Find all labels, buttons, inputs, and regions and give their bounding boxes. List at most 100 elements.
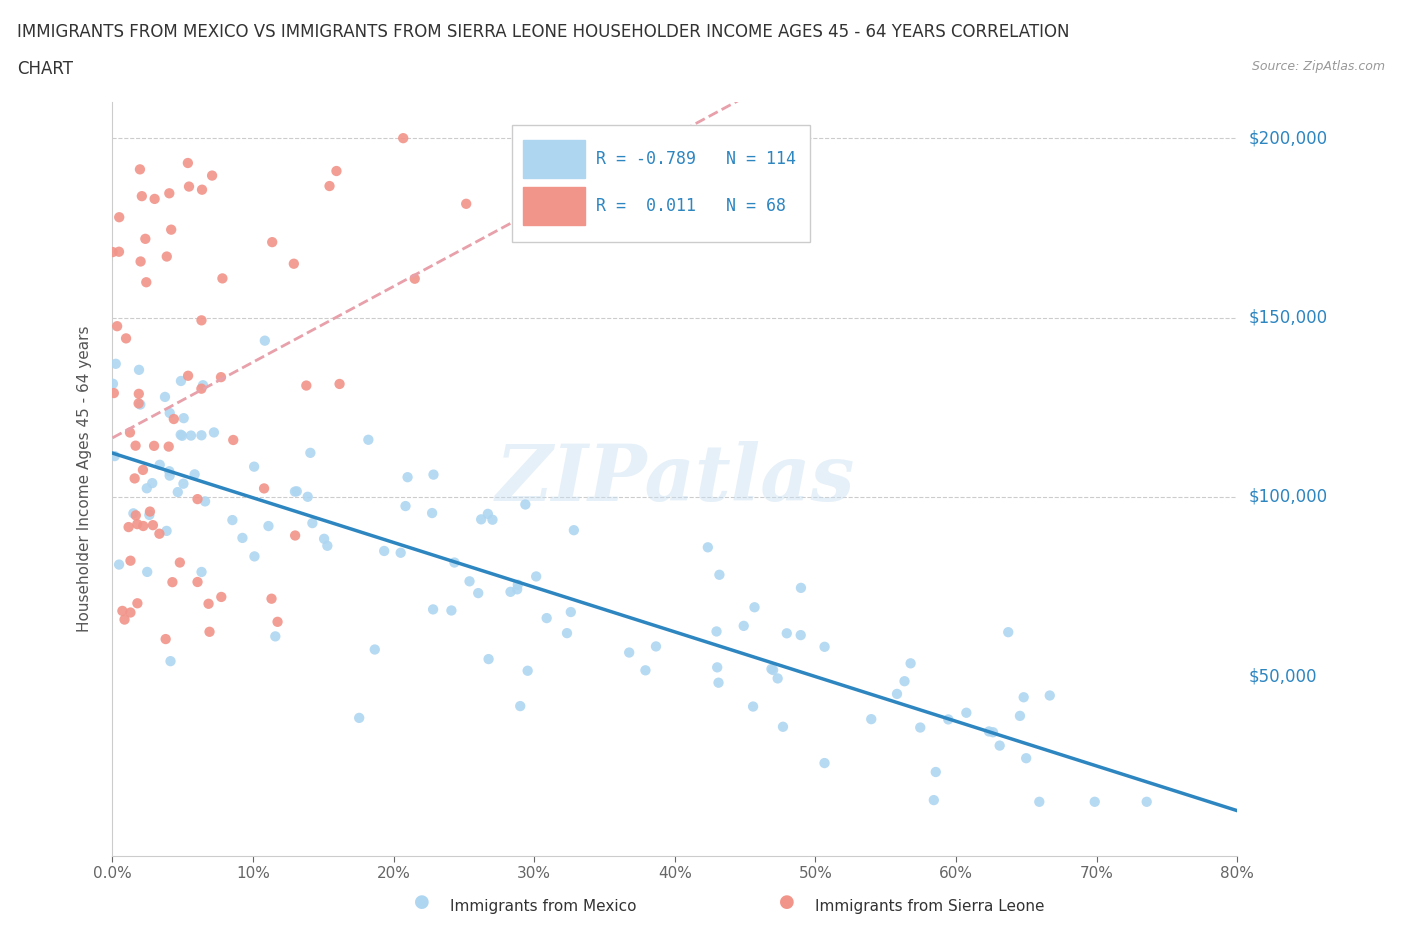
- Text: ●: ●: [779, 893, 796, 910]
- Point: [142, 518, 165, 533]
- Point: [776, 626, 799, 641]
- Point: [981, 724, 1004, 739]
- Point: [177, 155, 200, 170]
- Point: [1015, 751, 1038, 765]
- Point: [284, 528, 307, 543]
- Point: [243, 549, 266, 564]
- Point: [159, 468, 181, 483]
- Point: [347, 711, 370, 725]
- Point: [404, 272, 426, 286]
- Point: [117, 520, 139, 535]
- Point: [316, 538, 339, 553]
- Point: [132, 462, 155, 477]
- Point: [422, 602, 444, 617]
- Point: [922, 792, 945, 807]
- Point: [169, 555, 191, 570]
- Point: [1012, 690, 1035, 705]
- Point: [159, 405, 181, 420]
- Point: [172, 429, 194, 444]
- Point: [481, 512, 503, 527]
- Point: [893, 673, 915, 688]
- Point: [524, 569, 547, 584]
- Point: [477, 507, 499, 522]
- Point: [329, 377, 352, 392]
- Point: [153, 390, 176, 405]
- Point: [301, 515, 323, 530]
- Point: [772, 719, 794, 734]
- Point: [170, 427, 193, 442]
- Text: R =  0.011   N = 68: R = 0.011 N = 68: [596, 197, 786, 215]
- Point: [132, 519, 155, 534]
- Text: $150,000: $150,000: [1249, 309, 1327, 326]
- Text: CHART: CHART: [17, 60, 73, 78]
- Y-axis label: Householder Income Ages 45 - 64 years: Householder Income Ages 45 - 64 years: [77, 326, 91, 632]
- Point: [128, 396, 150, 411]
- Point: [163, 412, 186, 427]
- Text: ZIPatlas: ZIPatlas: [495, 441, 855, 517]
- Point: [186, 492, 208, 507]
- Point: [458, 574, 481, 589]
- Point: [129, 254, 152, 269]
- Point: [522, 131, 544, 146]
- Point: [634, 663, 657, 678]
- Point: [211, 271, 233, 286]
- Point: [104, 448, 127, 463]
- Point: [266, 615, 288, 630]
- Point: [297, 489, 319, 504]
- Point: [813, 755, 835, 770]
- Point: [198, 624, 221, 639]
- Point: [314, 531, 336, 546]
- Point: [1028, 794, 1050, 809]
- Point: [108, 245, 131, 259]
- Point: [456, 196, 478, 211]
- Point: [284, 485, 307, 499]
- Point: [197, 596, 219, 611]
- Point: [127, 517, 149, 532]
- Point: [283, 257, 305, 272]
- Point: [120, 553, 142, 568]
- Point: [325, 164, 347, 179]
- Point: [506, 582, 529, 597]
- Point: [742, 699, 765, 714]
- Point: [997, 625, 1019, 640]
- Point: [422, 467, 444, 482]
- Point: [696, 540, 718, 555]
- Point: [253, 333, 276, 348]
- Point: [257, 519, 280, 534]
- Point: [108, 210, 131, 225]
- Point: [143, 438, 166, 453]
- Point: [420, 506, 443, 521]
- Point: [128, 363, 150, 378]
- Point: [813, 639, 835, 654]
- Point: [101, 377, 124, 392]
- Point: [173, 411, 195, 426]
- Point: [910, 720, 932, 735]
- Point: [191, 378, 214, 392]
- Point: [103, 386, 125, 401]
- Point: [139, 504, 162, 519]
- Point: [440, 603, 463, 618]
- Point: [129, 162, 152, 177]
- Point: [467, 586, 489, 601]
- Point: [155, 524, 177, 538]
- Text: Immigrants from Sierra Leone: Immigrants from Sierra Leone: [815, 899, 1045, 914]
- Point: [499, 584, 522, 599]
- Point: [645, 639, 668, 654]
- Point: [295, 379, 318, 393]
- Point: [364, 642, 387, 657]
- Point: [170, 374, 193, 389]
- Point: [128, 386, 150, 401]
- Point: [766, 671, 789, 685]
- Point: [1039, 688, 1062, 703]
- Point: [108, 557, 131, 572]
- Point: [129, 397, 152, 412]
- Point: [900, 656, 922, 671]
- Point: [506, 578, 529, 592]
- Point: [318, 179, 340, 193]
- Point: [157, 464, 180, 479]
- Text: R = -0.789   N = 114: R = -0.789 N = 114: [596, 150, 796, 167]
- Point: [761, 661, 783, 676]
- Point: [190, 381, 212, 396]
- Text: IMMIGRANTS FROM MEXICO VS IMMIGRANTS FROM SIERRA LEONE HOUSEHOLDER INCOME AGES 4: IMMIGRANTS FROM MEXICO VS IMMIGRANTS FRO…: [17, 23, 1070, 41]
- Text: $100,000: $100,000: [1249, 488, 1327, 506]
